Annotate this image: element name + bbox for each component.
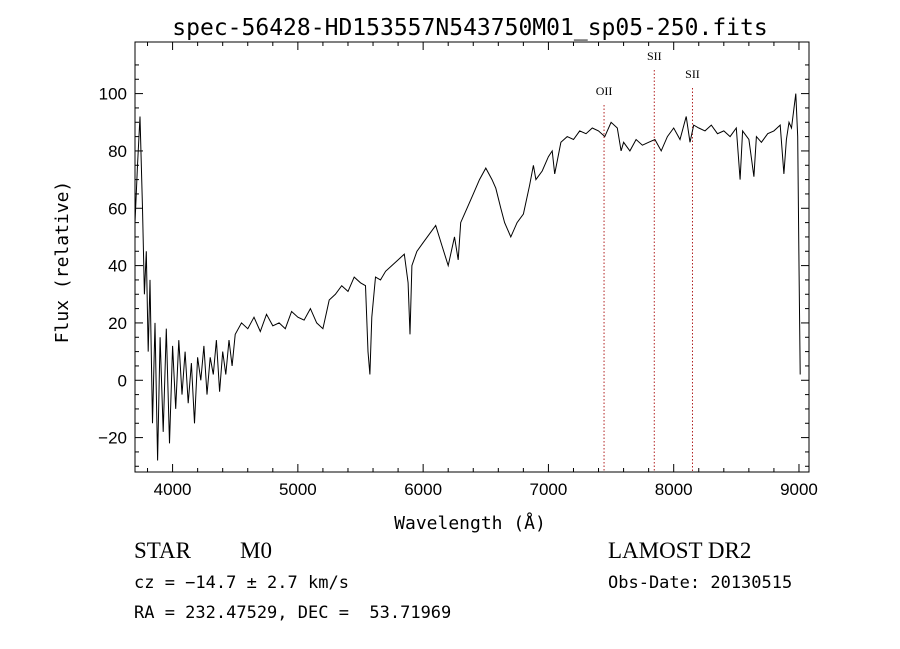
x-tick-label: 7000 — [530, 480, 568, 499]
y-axis-label: Flux (relative) — [52, 181, 73, 344]
x-tick-label: 8000 — [655, 480, 693, 499]
y-tick-label: 100 — [99, 85, 127, 104]
y-tick-label: 20 — [108, 314, 127, 333]
y-tick-label: 80 — [108, 142, 127, 161]
chart-title: spec-56428-HD153557N543750M01_sp05-250.f… — [172, 15, 767, 41]
x-tick-label: 9000 — [780, 480, 818, 499]
line-marker-label: SII — [647, 49, 662, 63]
y-tick-label: −20 — [98, 429, 127, 448]
object-subclass: M0 — [240, 538, 272, 563]
x-tick-label: 4000 — [154, 480, 192, 499]
plot-frame — [134, 41, 810, 473]
line-markers: OII SII SII — [596, 49, 700, 472]
y-tick-label: 0 — [118, 371, 127, 390]
survey-name: LAMOST DR2 — [608, 538, 752, 563]
x-axis-label: Wavelength (Å) — [394, 512, 546, 534]
y-tick-label: 60 — [108, 199, 127, 218]
redshift-cz: cz = −14.7 ± 2.7 km/s — [134, 573, 349, 593]
spectrum-series-line — [134, 93, 801, 461]
ra-dec-coordinates: RA = 232.47529, DEC = 53.71969 — [134, 603, 452, 623]
axis-ticks: 4000 5000 6000 7000 8000 9000 −20 0 20 40 60 80 100 — [98, 42, 818, 499]
line-marker-label: SII — [685, 67, 700, 81]
line-marker-label: OII — [596, 84, 613, 98]
observation-date: Obs-Date: 20130515 — [608, 573, 793, 593]
x-tick-label: 5000 — [279, 480, 317, 499]
object-type: STAR — [134, 538, 191, 563]
y-tick-label: 40 — [108, 257, 127, 276]
x-tick-label: 6000 — [404, 480, 442, 499]
